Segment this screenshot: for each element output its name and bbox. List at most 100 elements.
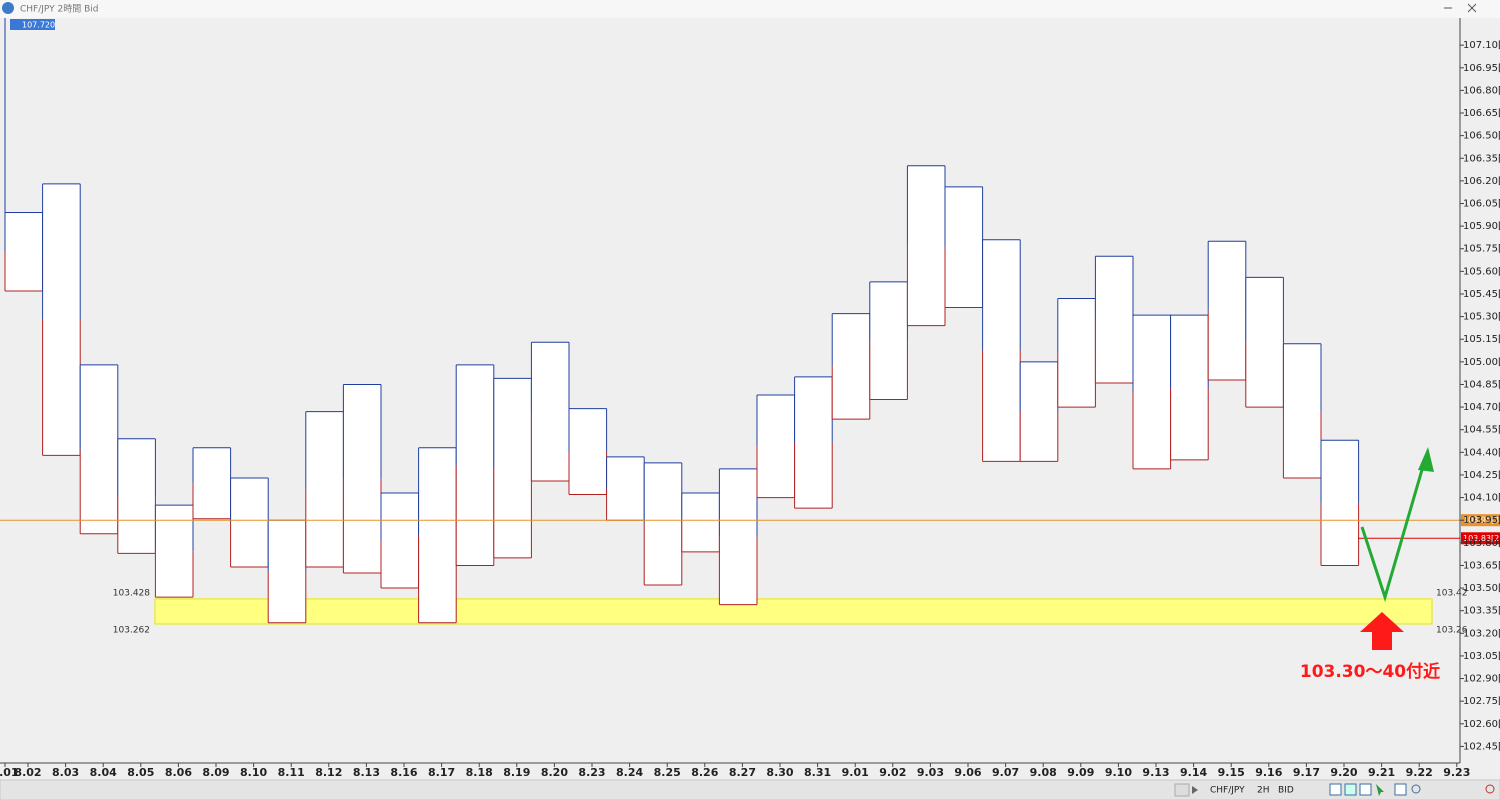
zone-label: 103.262: [113, 625, 150, 635]
y-tick-label: 104.70[0: [1463, 402, 1500, 413]
day-range-box: [42, 183, 81, 456]
x-tick-label: 8.31: [804, 766, 831, 779]
day-range-box: [1133, 315, 1171, 469]
tool-icon[interactable]: [1411, 784, 1421, 794]
day-range-box: [945, 186, 983, 308]
x-tick-label: 9.17: [1293, 766, 1320, 779]
y-tick-label: 105.60[0: [1463, 266, 1500, 277]
day-range-box: [569, 408, 607, 495]
x-tick-label: 9.21: [1368, 766, 1395, 779]
day-range-box: [493, 378, 532, 558]
y-tick-label: 105.00[0: [1463, 357, 1500, 368]
zone-label: 103.26: [1436, 625, 1468, 635]
x-tick-label: 9.22: [1406, 766, 1433, 779]
day-range-box: [80, 364, 118, 534]
day-range-box: [456, 364, 494, 566]
price-type-selector[interactable]: BID: [1278, 786, 1294, 796]
y-tick-label: 104.55[0: [1463, 425, 1500, 436]
tool-icon[interactable]: [1329, 783, 1342, 796]
price-label-box: [1461, 532, 1500, 545]
y-tick-label: 103.80[0: [1463, 538, 1500, 549]
y-tick-label: 104.40[0: [1463, 447, 1500, 458]
x-tick-label: 8.03: [52, 766, 79, 779]
x-tick-label: 9.23: [1443, 766, 1470, 779]
forecast-arrowhead: [1418, 447, 1434, 472]
day-range-box: [982, 239, 1021, 462]
support-zone: [154, 598, 1433, 625]
day-range-box: [1321, 440, 1359, 566]
day-range-box: [1020, 361, 1058, 462]
status-bar: [0, 779, 1500, 800]
day-range-box: [531, 342, 569, 481]
y-tick-label: 102.45[0: [1463, 741, 1500, 752]
annotation: 103.30〜40付近: [1300, 661, 1440, 682]
y-tick-label: 104.85[0: [1463, 379, 1500, 390]
y-tick-label: 106.35[0: [1463, 153, 1500, 164]
window-buttons[interactable]: [1444, 3, 1477, 13]
tool-icon[interactable]: [1344, 783, 1357, 796]
y-tick-label: 106.20[0: [1463, 176, 1500, 187]
x-tick-label: 8.04: [90, 766, 117, 779]
y-tick-label: 107.10[0: [1463, 40, 1500, 51]
toolbar-icons[interactable]: [1329, 783, 1495, 796]
day-range-box: [1095, 256, 1133, 383]
day-range-box: [193, 447, 231, 519]
day-range-box: [343, 384, 381, 573]
x-tick-label: 8.10: [240, 766, 267, 779]
scroll-right[interactable]: [1192, 786, 1198, 794]
y-tick-label: 104.25[0: [1463, 470, 1500, 481]
tool-icon[interactable]: [1394, 783, 1407, 796]
x-tick-label: 8.19: [503, 766, 530, 779]
y-tick-label: 106.95[0: [1463, 63, 1500, 74]
zone-label: 103.42: [1436, 588, 1468, 598]
day-range-box: [719, 468, 757, 605]
x-tick-label: 8.27: [729, 766, 756, 779]
x-tick-label: 8.20: [541, 766, 568, 779]
scroll-button[interactable]: [1174, 783, 1190, 797]
y-tick-label: 105.75[0: [1463, 244, 1500, 255]
x-tick-label: 8.13: [353, 766, 380, 779]
day-range-box: [1170, 315, 1209, 460]
y-tick-label: 105.45[0: [1463, 289, 1500, 300]
tool-icon[interactable]: [1485, 784, 1495, 794]
x-tick-label: 8.06: [165, 766, 192, 779]
day-range-box: [5, 212, 43, 291]
zone-label: 103.428: [113, 588, 150, 598]
x-tick-label: 9.03: [917, 766, 944, 779]
price-label: 103.95[3]: [1463, 516, 1500, 525]
day-range-box: [1245, 277, 1284, 408]
symbol-selector[interactable]: CHF/JPY: [1210, 786, 1245, 796]
timeframe-selector[interactable]: 2H: [1257, 786, 1270, 796]
tool-icon[interactable]: [1359, 783, 1372, 796]
app-icon: [2, 2, 14, 14]
day-range-box: [305, 411, 344, 567]
y-tick-label: 102.60[0: [1463, 719, 1500, 730]
y-tick-label: 103.50[0: [1463, 583, 1500, 594]
x-tick-label: 9.06: [954, 766, 981, 779]
day-range-box: [681, 493, 720, 552]
y-tick-label: 102.75[0: [1463, 696, 1500, 707]
y-tick-label: 106.65[0: [1463, 108, 1500, 119]
y-tick-label: 106.05[0: [1463, 198, 1500, 209]
close-button[interactable]: [1467, 3, 1477, 13]
day-range-box: [794, 376, 833, 509]
day-range-box: [1057, 298, 1096, 408]
y-tick-label: 103.05[0: [1463, 651, 1500, 662]
y-tick-label: 105.90[0: [1463, 221, 1500, 232]
y-tick-label: 106.50[0: [1463, 131, 1500, 142]
price-label: 103.83[2]: [1463, 534, 1500, 543]
day-range-box: [907, 165, 945, 326]
day-range-box: [230, 477, 269, 567]
tool-icon[interactable]: [1376, 784, 1384, 796]
y-tick-label: 103.20[0: [1463, 628, 1500, 639]
x-tick-label: 9.13: [1142, 766, 1169, 779]
day-range-box: [268, 520, 306, 623]
x-tick-label: 8.30: [766, 766, 793, 779]
y-tick-label: 103.35[0: [1463, 606, 1500, 617]
y-tick-label: 105.30[0: [1463, 312, 1500, 323]
day-range-box: [869, 281, 908, 400]
x-tick-label: 8.02: [14, 766, 41, 779]
support-arrow: [1360, 612, 1404, 650]
x-tick-label: 8.24: [616, 766, 643, 779]
